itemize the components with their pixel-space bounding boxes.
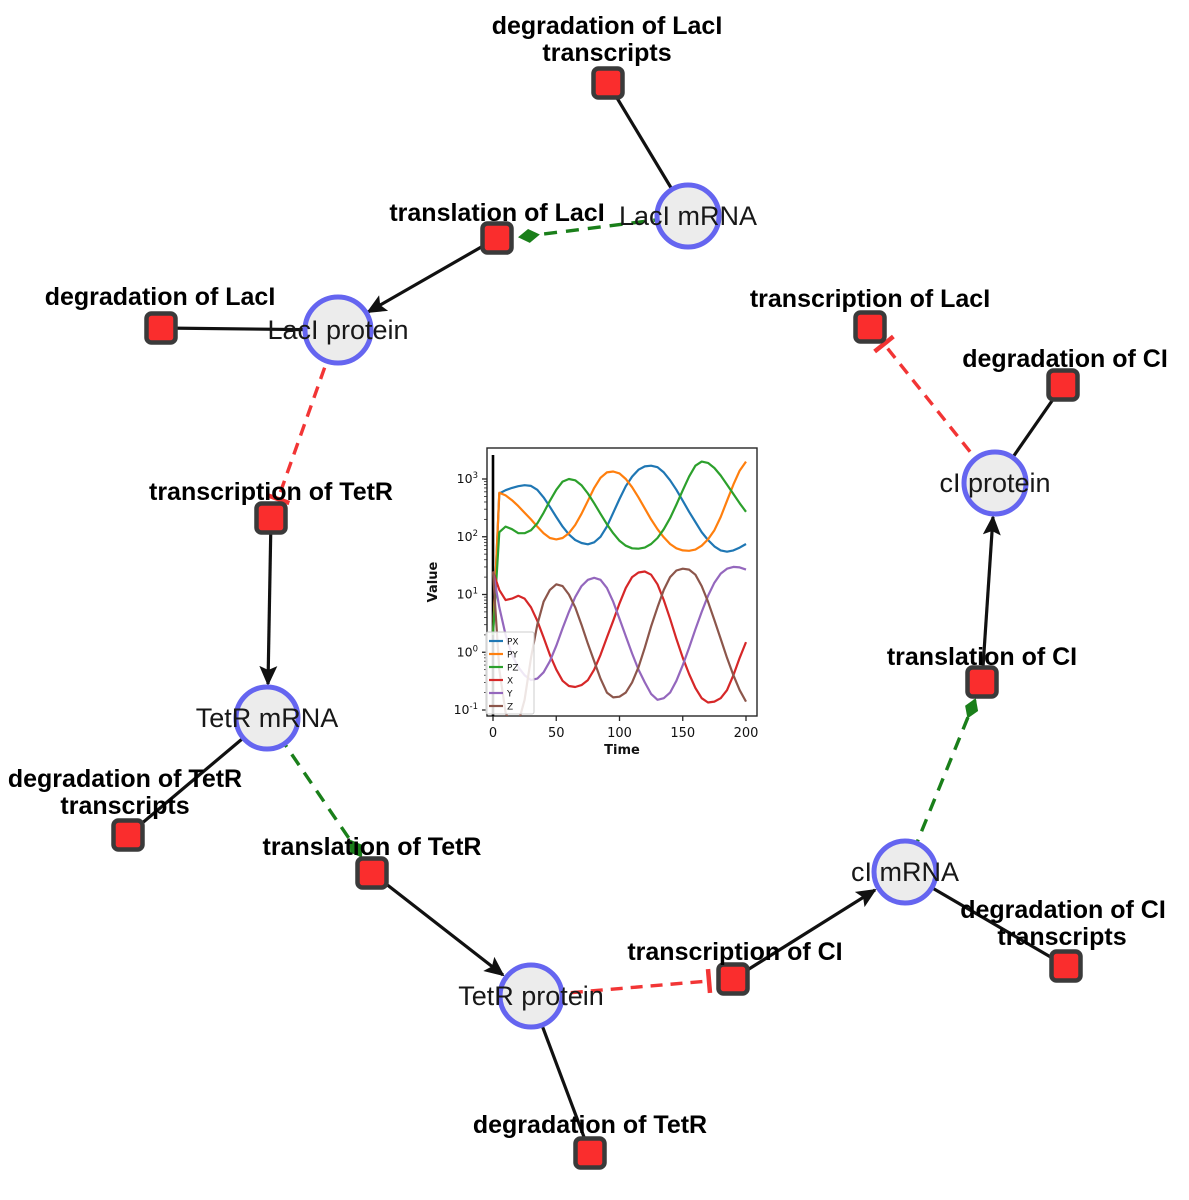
chart-legend-label-PZ: PZ [507,664,519,674]
chart-legend-label-Z: Z [507,703,513,713]
edge-transcription-cimrna-arrow [732,888,877,981]
chart-series-Y [491,565,747,701]
reaction-square[interactable] [1046,368,1080,402]
chart-x-tick-label: 50 [548,726,565,741]
chart-legend-label-PX: PX [507,638,519,648]
reaction-label: transcripts [60,792,189,820]
reaction-node-degradation-of-tetr[interactable]: degradation of TetR [473,1111,707,1170]
chart-series-PX [491,464,747,635]
reaction-square[interactable] [144,311,178,345]
reaction-label: transcription of TetR [149,478,393,506]
chart-legend-label-X: X [507,677,513,687]
species-node-laci-protein[interactable]: LacI protein [267,294,409,366]
reaction-label: degradation of CI [960,896,1166,924]
chart-x-tick-label: 200 [734,726,759,741]
reaction-label: transcripts [542,39,671,67]
species-label: cI protein [939,468,1050,498]
reaction-square[interactable] [480,221,514,255]
reaction-node-translation-of-laci[interactable]: translation of LacI [389,199,605,255]
reaction-square[interactable] [111,818,145,852]
reaction-label: transcription of LacI [750,285,990,313]
chart-x-tick-label: 0 [489,726,497,741]
reaction-label: degradation of LacI [45,283,276,311]
chart-x-tick-label: 150 [670,726,695,741]
chart-y-axis-label: Value [426,561,441,602]
chart-legend: PX PY PZ XYZ [485,631,535,715]
reaction-square[interactable] [1049,949,1083,983]
edge-translation-tetrprotein-arrow [371,871,505,977]
reaction-square[interactable] [716,962,750,996]
edge-translation-laciprotein-arrow [366,236,498,314]
reaction-label: translation of CI [887,643,1077,671]
species-node-tetr-mrna[interactable]: TetR mRNA [196,684,339,752]
species-label: TetR mRNA [196,703,339,733]
reaction-nodes-layer: degradation of LacI transcripts translat… [8,12,1168,1170]
species-label: LacI mRNA [619,201,757,231]
reaction-node-translation-of-tetr[interactable]: translation of TetR [263,833,482,890]
reaction-square[interactable] [573,1136,607,1170]
chart-series-Z [491,567,747,716]
chart-x-tick-label: 100 [607,726,632,741]
chart-series-X [491,570,748,704]
species-circle[interactable] [497,962,565,1030]
reaction-square[interactable] [591,66,625,100]
reaction-node-transcription-of-laci[interactable]: transcription of LacI [750,285,990,344]
reaction-node-degradation-of-laci-transcripts[interactable]: degradation of LacI transcripts [492,12,723,100]
reaction-node-translation-of-ci[interactable]: translation of CI [887,643,1077,699]
edge-transcription-tetrmrna-arrow [259,517,278,686]
species-node-laci-mrna[interactable]: LacI mRNA [619,182,757,250]
reaction-label: translation of TetR [263,833,482,861]
reaction-label: degradation of CI [962,345,1168,373]
species-circle[interactable] [302,294,374,366]
reaction-label: degradation of TetR [8,765,242,793]
chart-legend-label-PY: PY [507,651,518,661]
chart-plot-border [486,447,758,717]
reaction-node-degradation-of-laci[interactable]: degradation of LacI [45,283,276,345]
reaction-node-degradation-of-tetr-transcripts[interactable]: degradation of TetR transcripts [8,765,242,852]
reaction-label: transcripts [997,923,1126,951]
reaction-label: degradation of LacI [492,12,723,40]
reaction-node-transcription-of-ci[interactable]: transcription of CI [627,938,843,996]
reaction-label: translation of LacI [389,199,604,227]
reaction-node-degradation-of-ci[interactable]: degradation of CI [962,345,1168,402]
species-node-ci-mrna[interactable]: cI mRNA [851,838,959,906]
chart-background [424,434,776,768]
species-node-ci-protein[interactable]: cI protein [939,449,1051,517]
reaction-square[interactable] [853,310,887,344]
species-circle[interactable] [871,838,939,906]
species-circle[interactable] [961,449,1029,517]
edge-translation-ciprotein-arrow [980,515,1001,683]
reaction-square[interactable] [355,856,389,890]
chart-series-PZ [491,460,747,635]
species-label: cI mRNA [851,857,959,887]
reaction-square[interactable] [254,501,288,535]
reaction-node-degradation-of-ci-transcripts[interactable]: degradation of CI transcripts [960,896,1166,983]
species-circle[interactable] [654,182,722,250]
species-node-tetr-protein[interactable]: TetR protein [458,962,604,1030]
species-nodes-layer: LacI mRNA LacI protein TetR mRNA TetR pr… [196,182,1051,1030]
reaction-label: degradation of TetR [473,1111,707,1139]
species-label: TetR protein [458,981,604,1011]
timecourse-chart: 0 50 100 150 200Time10-1100101102103ValuePXP… [424,434,776,768]
reaction-label: transcription of CI [627,938,842,966]
reaction-node-transcription-of-tetr[interactable]: transcription of TetR [149,478,393,535]
chart-x-axis-label: Time [604,743,640,758]
species-circle[interactable] [233,684,301,752]
reaction-square[interactable] [965,665,999,699]
species-label: LacI protein [267,315,408,345]
chart-legend-label-Y: Y [506,690,513,700]
